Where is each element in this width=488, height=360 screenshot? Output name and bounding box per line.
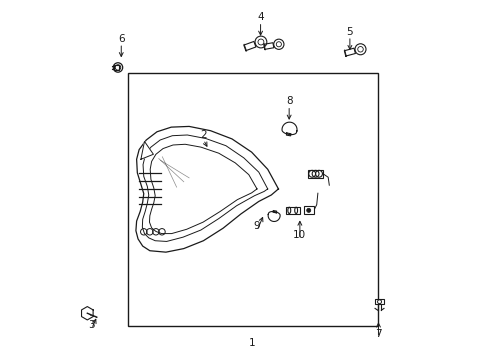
Text: 9: 9 [253,221,260,231]
Text: 10: 10 [293,230,306,240]
Polygon shape [81,307,93,320]
Text: 6: 6 [118,34,124,44]
Text: 8: 8 [285,96,292,107]
Polygon shape [282,122,296,135]
Polygon shape [141,141,153,159]
Text: 7: 7 [374,329,381,339]
Bar [128,73,378,327]
Text: 4: 4 [257,13,264,22]
Bar [114,65,119,70]
Polygon shape [263,43,273,49]
Polygon shape [136,126,278,252]
Text: 2: 2 [200,130,206,140]
Bar [374,300,384,304]
Polygon shape [267,212,280,221]
Bar [285,207,299,213]
Polygon shape [272,211,276,213]
Circle shape [306,208,310,212]
Text: 5: 5 [346,27,352,37]
Text: 3: 3 [88,320,95,330]
Polygon shape [244,41,255,51]
Bar [307,170,323,178]
Polygon shape [286,133,290,136]
Text: 1: 1 [248,338,254,347]
Bar [303,206,313,214]
Polygon shape [344,48,355,56]
